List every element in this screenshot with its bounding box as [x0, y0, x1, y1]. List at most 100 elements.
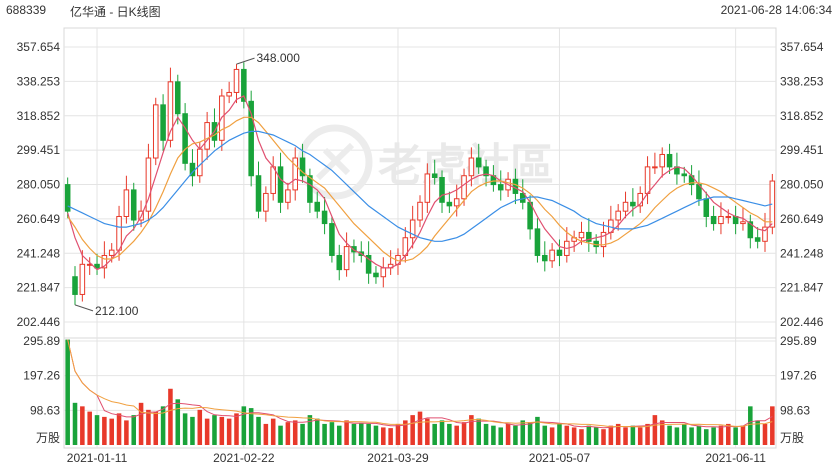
- candle-body[interactable]: [431, 173, 438, 179]
- volume-bar[interactable]: [726, 423, 731, 445]
- volume-bar[interactable]: [615, 423, 621, 445]
- volume-bar[interactable]: [102, 416, 107, 445]
- candle-body[interactable]: [174, 81, 181, 115]
- volume-bar[interactable]: [542, 425, 548, 445]
- volume-bar[interactable]: [674, 427, 680, 445]
- candle-body[interactable]: [292, 157, 298, 191]
- volume-bar[interactable]: [197, 409, 203, 445]
- candle-body[interactable]: [512, 178, 519, 194]
- volume-bar[interactable]: [755, 420, 760, 445]
- volume-bar[interactable]: [403, 420, 408, 445]
- volume-bar[interactable]: [645, 423, 650, 445]
- candle-body[interactable]: [754, 237, 761, 242]
- candle-body[interactable]: [94, 263, 100, 269]
- volume-bar[interactable]: [124, 420, 129, 445]
- volume-bar[interactable]: [182, 413, 188, 445]
- volume-bar[interactable]: [711, 427, 716, 445]
- candle-body[interactable]: [197, 148, 203, 177]
- candle-body[interactable]: [483, 166, 489, 177]
- candle-body[interactable]: [204, 122, 210, 150]
- candle-body[interactable]: [740, 221, 746, 225]
- volume-bar[interactable]: [219, 416, 225, 445]
- volume-bar[interactable]: [131, 415, 137, 445]
- candle-body[interactable]: [343, 246, 350, 271]
- candle-body[interactable]: [409, 219, 416, 239]
- candle-body[interactable]: [299, 157, 306, 177]
- candle-body[interactable]: [586, 231, 592, 242]
- volume-bar[interactable]: [410, 415, 415, 445]
- volume-bar[interactable]: [549, 427, 555, 445]
- candle-body[interactable]: [241, 68, 247, 102]
- volume-bar[interactable]: [520, 420, 526, 445]
- volume-bar[interactable]: [571, 427, 577, 445]
- volume-bar[interactable]: [740, 425, 746, 445]
- candle-body[interactable]: [417, 201, 423, 221]
- volume-bar[interactable]: [432, 423, 437, 445]
- volume-bar[interactable]: [491, 425, 496, 445]
- volume-bar[interactable]: [439, 420, 445, 445]
- volume-bar[interactable]: [270, 418, 276, 445]
- volume-bar[interactable]: [160, 406, 166, 445]
- candle-body[interactable]: [615, 210, 621, 221]
- volume-bar[interactable]: [557, 423, 562, 445]
- candle-body[interactable]: [233, 68, 240, 93]
- candle-body[interactable]: [314, 201, 321, 212]
- candle-body[interactable]: [336, 254, 343, 271]
- candle-body[interactable]: [666, 153, 673, 168]
- candle-body[interactable]: [534, 228, 541, 256]
- candle-body[interactable]: [718, 215, 724, 225]
- candle-body[interactable]: [475, 157, 482, 168]
- volume-bar[interactable]: [344, 420, 349, 445]
- candle-body[interactable]: [277, 166, 284, 203]
- candle-body[interactable]: [644, 166, 651, 194]
- volume-bar[interactable]: [696, 425, 702, 445]
- candle-body[interactable]: [380, 267, 387, 278]
- volume-bar[interactable]: [329, 422, 335, 445]
- volume-bar[interactable]: [116, 413, 122, 445]
- volume-bar[interactable]: [212, 415, 217, 445]
- volume-bar[interactable]: [623, 427, 628, 445]
- candle-body[interactable]: [424, 173, 431, 203]
- candle-body[interactable]: [600, 231, 607, 248]
- candle-body[interactable]: [108, 249, 115, 256]
- volume-bar[interactable]: [138, 402, 144, 445]
- volume-bar[interactable]: [718, 425, 724, 445]
- candle-body[interactable]: [130, 189, 137, 221]
- volume-bar[interactable]: [241, 406, 247, 445]
- volume-bar[interactable]: [601, 429, 606, 445]
- candle-body[interactable]: [329, 223, 335, 256]
- volume-bar[interactable]: [461, 422, 467, 445]
- candle-body[interactable]: [123, 189, 130, 217]
- candle-body[interactable]: [270, 166, 276, 194]
- volume-bar[interactable]: [513, 425, 518, 445]
- candle-body[interactable]: [145, 157, 152, 212]
- volume-bar[interactable]: [770, 406, 775, 445]
- candle-body[interactable]: [542, 254, 548, 262]
- volume-bar[interactable]: [762, 423, 768, 445]
- volume-bar[interactable]: [579, 429, 584, 445]
- volume-bar[interactable]: [564, 425, 570, 445]
- volume-bar[interactable]: [65, 339, 70, 445]
- volume-bar[interactable]: [388, 428, 393, 445]
- volume-bar[interactable]: [373, 425, 379, 445]
- candle-body[interactable]: [79, 263, 86, 295]
- volume-bar[interactable]: [292, 420, 298, 445]
- candle-body[interactable]: [116, 215, 122, 251]
- candle-body[interactable]: [160, 104, 166, 141]
- candle-body[interactable]: [461, 175, 467, 200]
- volume-bar[interactable]: [659, 420, 665, 445]
- candle-body[interactable]: [72, 276, 78, 295]
- candle-body[interactable]: [285, 189, 291, 203]
- candle-body[interactable]: [101, 254, 108, 269]
- candle-body[interactable]: [248, 100, 254, 177]
- volume-bar[interactable]: [733, 427, 738, 445]
- candle-body[interactable]: [439, 177, 445, 203]
- volume-bar[interactable]: [263, 423, 269, 445]
- volume-bar[interactable]: [248, 408, 254, 445]
- candle-body[interactable]: [255, 175, 262, 212]
- volume-bar[interactable]: [87, 411, 92, 445]
- volume-bar[interactable]: [667, 425, 672, 445]
- candle-body[interactable]: [321, 210, 328, 225]
- candle-body[interactable]: [152, 104, 159, 159]
